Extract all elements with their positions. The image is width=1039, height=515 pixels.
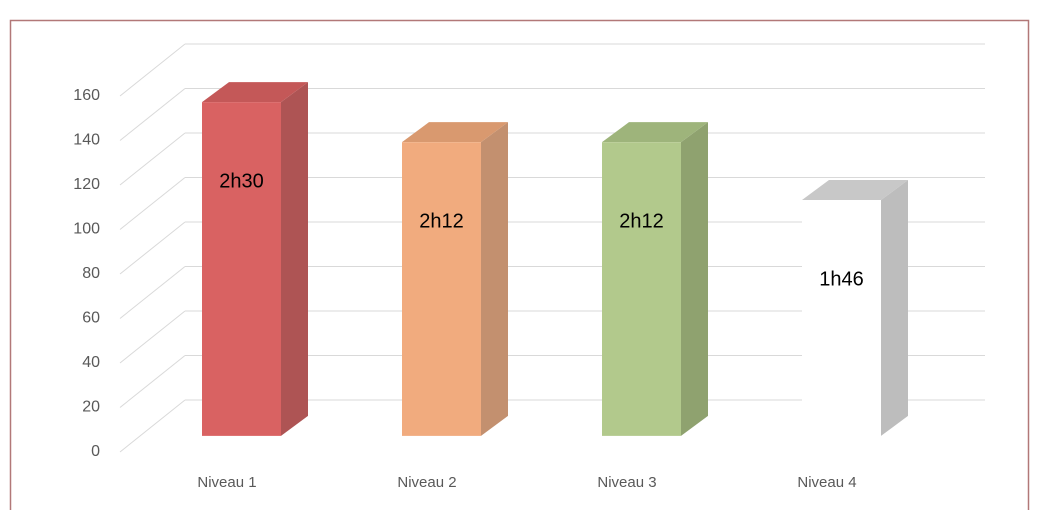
bar-top [202, 82, 308, 103]
x-tick-label: Niveau 4 [797, 474, 856, 491]
x-tick-label: Niveau 3 [597, 474, 656, 491]
y-tick-label: 160 [73, 87, 100, 104]
bar-side [481, 122, 508, 436]
grid-line [119, 355, 186, 408]
bar-side [881, 180, 908, 436]
grid-line [119, 221, 186, 275]
grid-line [119, 310, 186, 364]
grid-line [119, 177, 186, 230]
x-tick-label: Niveau 2 [397, 474, 456, 491]
grid-line [119, 132, 186, 186]
data-label: 2h30 [219, 170, 264, 192]
grid-line [119, 399, 186, 453]
bar-side [681, 122, 708, 436]
data-label: 1h46 [819, 268, 864, 290]
y-tick-label: 140 [73, 132, 100, 149]
bar-top [402, 122, 508, 143]
chart-border [9, 19, 1030, 510]
y-tick-label: 0 [91, 443, 100, 460]
y-tick-label: 40 [82, 354, 100, 371]
bar-top [802, 180, 908, 201]
data-label: 2h12 [419, 210, 464, 232]
y-tick-label: 120 [73, 176, 100, 193]
bar [202, 102, 281, 436]
x-tick-label: Niveau 1 [197, 474, 256, 491]
y-tick-label: 100 [73, 221, 100, 238]
data-label: 2h12 [619, 210, 664, 232]
bar [402, 142, 481, 436]
y-tick-label: 60 [82, 310, 100, 327]
bar [602, 142, 681, 436]
grid-line [119, 43, 186, 97]
bar [802, 200, 881, 436]
bar-side [281, 82, 308, 436]
bar-top [602, 122, 708, 143]
grid-line [119, 88, 186, 141]
grid-line [119, 266, 186, 319]
y-tick-label: 80 [82, 265, 100, 282]
y-tick-label: 20 [82, 399, 100, 416]
